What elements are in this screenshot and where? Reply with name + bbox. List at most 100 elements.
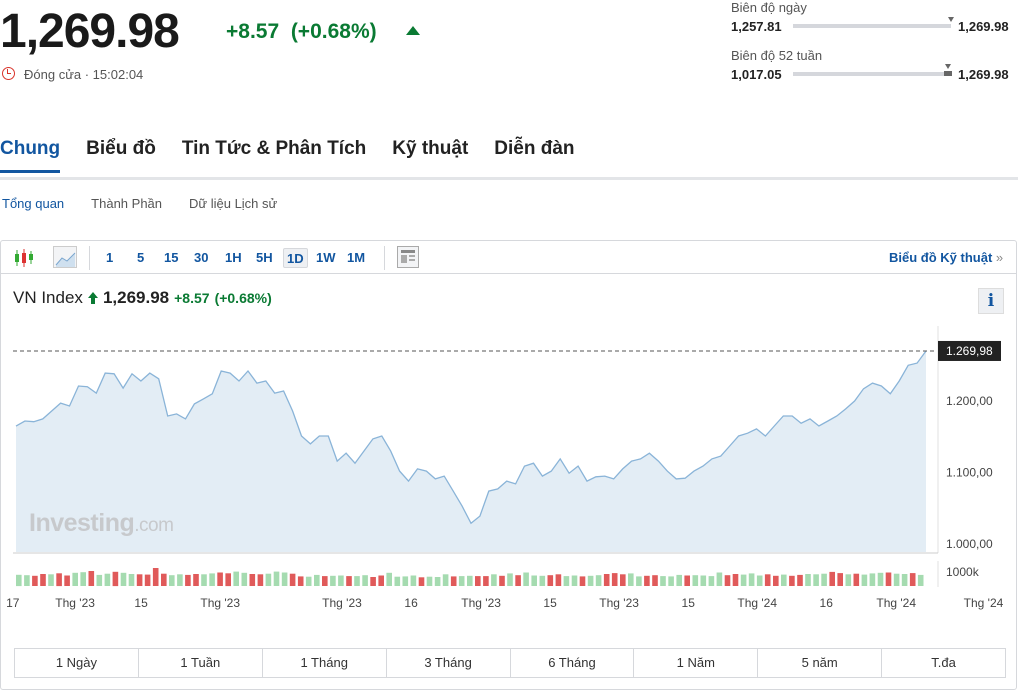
volume-bar xyxy=(233,571,239,586)
volume-bar xyxy=(136,574,143,586)
volume-bar xyxy=(636,576,642,586)
price-area xyxy=(16,351,926,552)
last-price-label: 1.269,98 xyxy=(946,344,993,358)
watermark-brand: Investing xyxy=(29,509,135,537)
tab-forum[interactable]: Diễn đàn xyxy=(494,138,575,159)
x-tick-label: Thg '24 xyxy=(876,596,916,610)
clock-icon xyxy=(2,67,15,80)
volume-bar xyxy=(144,574,151,586)
interval-1[interactable]: 1 xyxy=(106,250,114,265)
volume-bar xyxy=(732,574,739,586)
x-tick-label: 17 xyxy=(6,596,20,610)
interval-1h[interactable]: 1H xyxy=(225,250,242,265)
volume-bar xyxy=(644,575,650,586)
range-1-month[interactable]: 1 Tháng xyxy=(263,649,387,677)
volume-bar xyxy=(829,571,835,586)
range-1-day[interactable]: 1 Ngày xyxy=(15,649,139,677)
volume-bar xyxy=(756,575,763,586)
interval-5h[interactable]: 5H xyxy=(256,250,273,265)
tab-technical[interactable]: Kỹ thuật xyxy=(392,138,469,159)
interval-1d[interactable]: 1D xyxy=(283,248,308,268)
volume-label: 1000k xyxy=(946,565,980,579)
range-1-year[interactable]: 1 Năm xyxy=(634,649,759,677)
volume-bar xyxy=(450,576,457,586)
day-range-bar xyxy=(793,24,951,28)
tab-divider xyxy=(0,177,1018,180)
volume-bar xyxy=(893,573,900,586)
x-tick-label: 15 xyxy=(543,596,557,610)
volume-bar xyxy=(32,575,38,586)
volume-bar xyxy=(80,572,86,586)
volume-bar xyxy=(72,572,78,586)
volume-bar xyxy=(64,575,70,586)
volume-bar xyxy=(362,575,368,586)
volume-bar xyxy=(56,573,62,587)
volume-bar xyxy=(209,573,215,586)
volume-bar xyxy=(764,574,771,586)
interval-30[interactable]: 30 xyxy=(194,250,209,265)
technical-chart-link[interactable]: Biểu đồ Kỹ thuật » xyxy=(889,250,1003,265)
interval-5[interactable]: 5 xyxy=(137,250,145,265)
range-1-week[interactable]: 1 Tuần xyxy=(139,649,263,677)
volume-bar xyxy=(499,575,505,586)
volume-bar xyxy=(491,574,497,586)
volume-bar xyxy=(837,573,843,586)
range-3-months[interactable]: 3 Tháng xyxy=(387,649,511,677)
volume-bar xyxy=(877,572,884,586)
volume-bar xyxy=(120,572,127,586)
volume-bar xyxy=(611,573,618,586)
last-price-tag xyxy=(938,340,1001,361)
x-tick-label: Thg '23 xyxy=(599,596,639,610)
interval-15[interactable]: 15 xyxy=(164,250,179,265)
interval-1w[interactable]: 1W xyxy=(316,250,336,265)
volume-bar xyxy=(652,575,658,586)
chart-change-pct: (+0.68%) xyxy=(214,290,272,306)
week52-range-label: Biên độ 52 tuần xyxy=(731,48,823,63)
area-chart-icon[interactable] xyxy=(53,246,77,268)
news-layout-icon[interactable] xyxy=(397,246,419,268)
subtab-components[interactable]: Thành Phần xyxy=(91,196,163,211)
volume-bar xyxy=(724,575,731,586)
x-tick-label: 16 xyxy=(820,596,834,610)
volume-bar xyxy=(152,568,159,586)
technical-chart-label: Biểu đồ Kỹ thuật xyxy=(889,250,993,265)
volume-bar xyxy=(96,574,103,586)
volume-bar xyxy=(273,571,280,586)
tab-chart[interactable]: Biểu đồ xyxy=(86,138,156,159)
range-6-months[interactable]: 6 Tháng xyxy=(511,649,635,677)
volume-bar xyxy=(692,575,699,586)
volume-bar xyxy=(740,574,747,586)
volume-bar xyxy=(265,573,272,586)
range-5-years[interactable]: 5 năm xyxy=(758,649,883,677)
volume-bar xyxy=(507,573,513,586)
volume-bar xyxy=(314,574,320,586)
candlestick-icon[interactable] xyxy=(13,248,35,268)
sub-tabs: Tổng quan Thành Phần Dữ liệu Lịch sử xyxy=(2,196,277,211)
day-range-label: Biên độ ngày xyxy=(731,0,807,15)
week52-high: 1,269.98 xyxy=(958,67,1009,82)
y-tick-label: 1.200,00 xyxy=(946,394,993,408)
index-name: VN Index xyxy=(13,288,83,307)
volume-bar xyxy=(467,575,473,586)
x-tick-label: 15 xyxy=(134,596,148,610)
volume-bar xyxy=(346,576,352,586)
volume-bar xyxy=(257,574,264,586)
volume-bar xyxy=(628,573,634,586)
subtab-history[interactable]: Dữ liệu Lịch sử xyxy=(189,196,278,211)
volume-bar xyxy=(201,574,207,586)
tab-overview[interactable]: Chung xyxy=(0,138,61,173)
volume-bar xyxy=(805,574,811,586)
subtab-overview[interactable]: Tổng quan xyxy=(2,196,65,211)
volume-bar xyxy=(225,573,231,587)
price-chart[interactable]: 1.269,98 1.000,00 1.100,00 1.200,00 1000k 17 T… xyxy=(1,321,1016,611)
volume-bar xyxy=(789,575,795,586)
tab-news[interactable]: Tin Tức & Phân Tích xyxy=(181,138,367,159)
info-button[interactable]: i xyxy=(978,288,1004,314)
volume-bar xyxy=(16,574,22,587)
interval-1m[interactable]: 1M xyxy=(347,250,366,265)
volume-bar xyxy=(40,574,46,586)
volume-bar xyxy=(547,575,554,586)
volume-bar xyxy=(909,573,916,586)
price-change: +8.57 (+0.68%) xyxy=(226,20,377,44)
range-max[interactable]: T.đa xyxy=(931,655,956,670)
